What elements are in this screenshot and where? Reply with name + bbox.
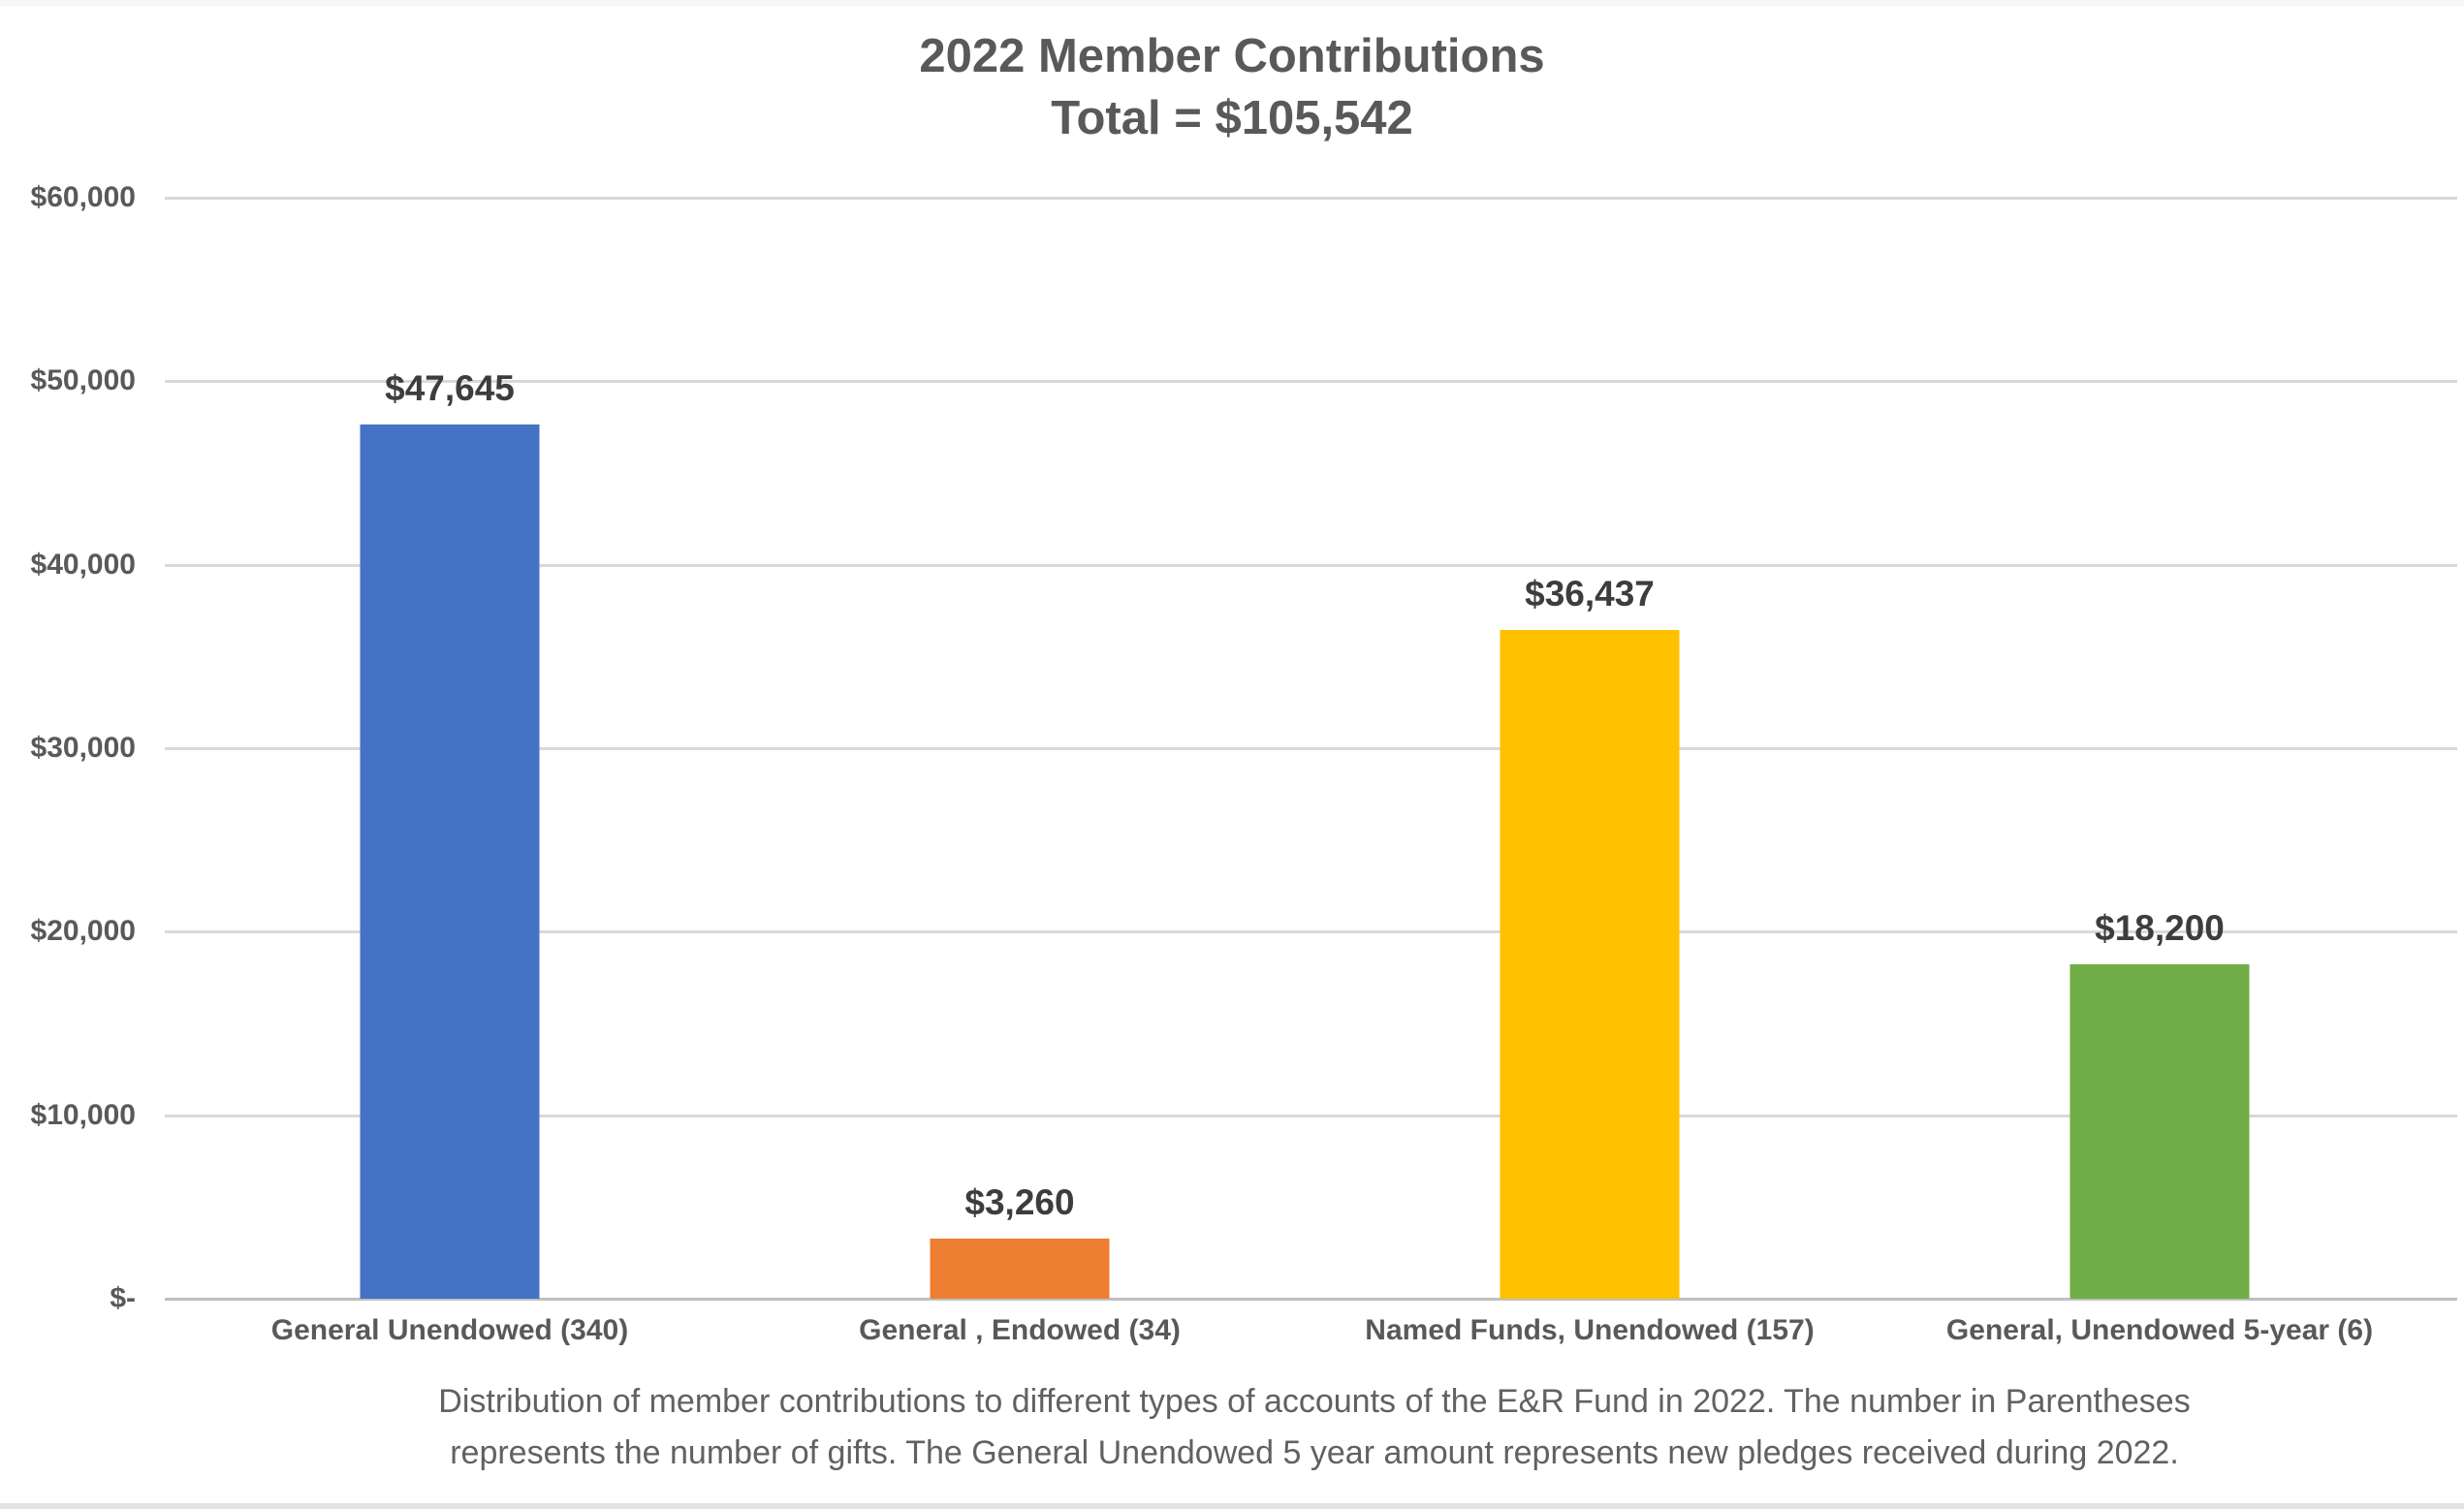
x-axis-line: [165, 1298, 2457, 1301]
category-label: General, Unendowed 5-year (6): [1945, 1314, 2374, 1346]
chart-caption-line-2: represents the number of gifts. The Gene…: [450, 1434, 2179, 1471]
plot-area: $47,645 General Unendowed (340) $3,260 Gene…: [165, 197, 2457, 1346]
y-axis-tick-label: $30,000: [30, 732, 136, 764]
y-axis: $60,000 $50,000 $40,000 $30,000 $20,000 $10,0…: [0, 181, 136, 1314]
gridline: [165, 197, 2457, 200]
gridline: [165, 1114, 2457, 1117]
bar-value-label: $36,437: [1525, 574, 1655, 614]
window-bottom-edge: [0, 1503, 2464, 1509]
y-axis-tick-label: $10,000: [30, 1098, 136, 1131]
gridline: [165, 380, 2457, 384]
bar-slot: $3,260 General , Endowed (34): [735, 198, 1305, 1346]
gridline: [165, 563, 2457, 567]
chart-title-block: 2022 Member Contributions Total = $105,5…: [0, 25, 2464, 149]
category-label: General Unendowed (340): [270, 1314, 629, 1346]
chart-caption: Distribution of member contributions to …: [165, 1376, 2464, 1479]
category-label: Named Funds, Unendowed (157): [1365, 1314, 1815, 1346]
bar-value-label: $47,645: [385, 367, 515, 408]
bar-value-label: $3,260: [964, 1182, 1075, 1223]
y-axis-tick-label: $60,000: [30, 181, 136, 213]
window-top-edge: [0, 0, 2464, 6]
y-axis-tick-label: $-: [110, 1282, 136, 1314]
bar: [1500, 630, 1680, 1299]
bar-slot: $47,645 General Unendowed (340): [165, 198, 735, 1346]
y-axis-tick-label: $50,000: [30, 364, 136, 397]
bar-slot: $36,437 Named Funds, Unendowed (157): [1305, 198, 1875, 1346]
category-label: General , Endowed (34): [859, 1314, 1181, 1346]
chart-title: 2022 Member Contributions: [919, 30, 1545, 82]
bar-slot: $18,200 General, Unendowed 5-year (6): [1875, 198, 2445, 1346]
bar-value-label: $18,200: [2095, 908, 2225, 949]
bars-layer: $47,645 General Unendowed (340) $3,260 Gene…: [165, 198, 2445, 1346]
bar: [930, 1239, 1110, 1299]
bar: [360, 424, 540, 1299]
y-axis-tick-label: $40,000: [30, 548, 136, 581]
y-axis-tick-label: $20,000: [30, 915, 136, 948]
gridline: [165, 930, 2457, 934]
chart-caption-line-1: Distribution of member contributions to …: [438, 1383, 2191, 1420]
bar: [2069, 964, 2250, 1299]
chart-subtitle: Total = $105,542: [1051, 92, 1413, 144]
gridline: [165, 747, 2457, 750]
